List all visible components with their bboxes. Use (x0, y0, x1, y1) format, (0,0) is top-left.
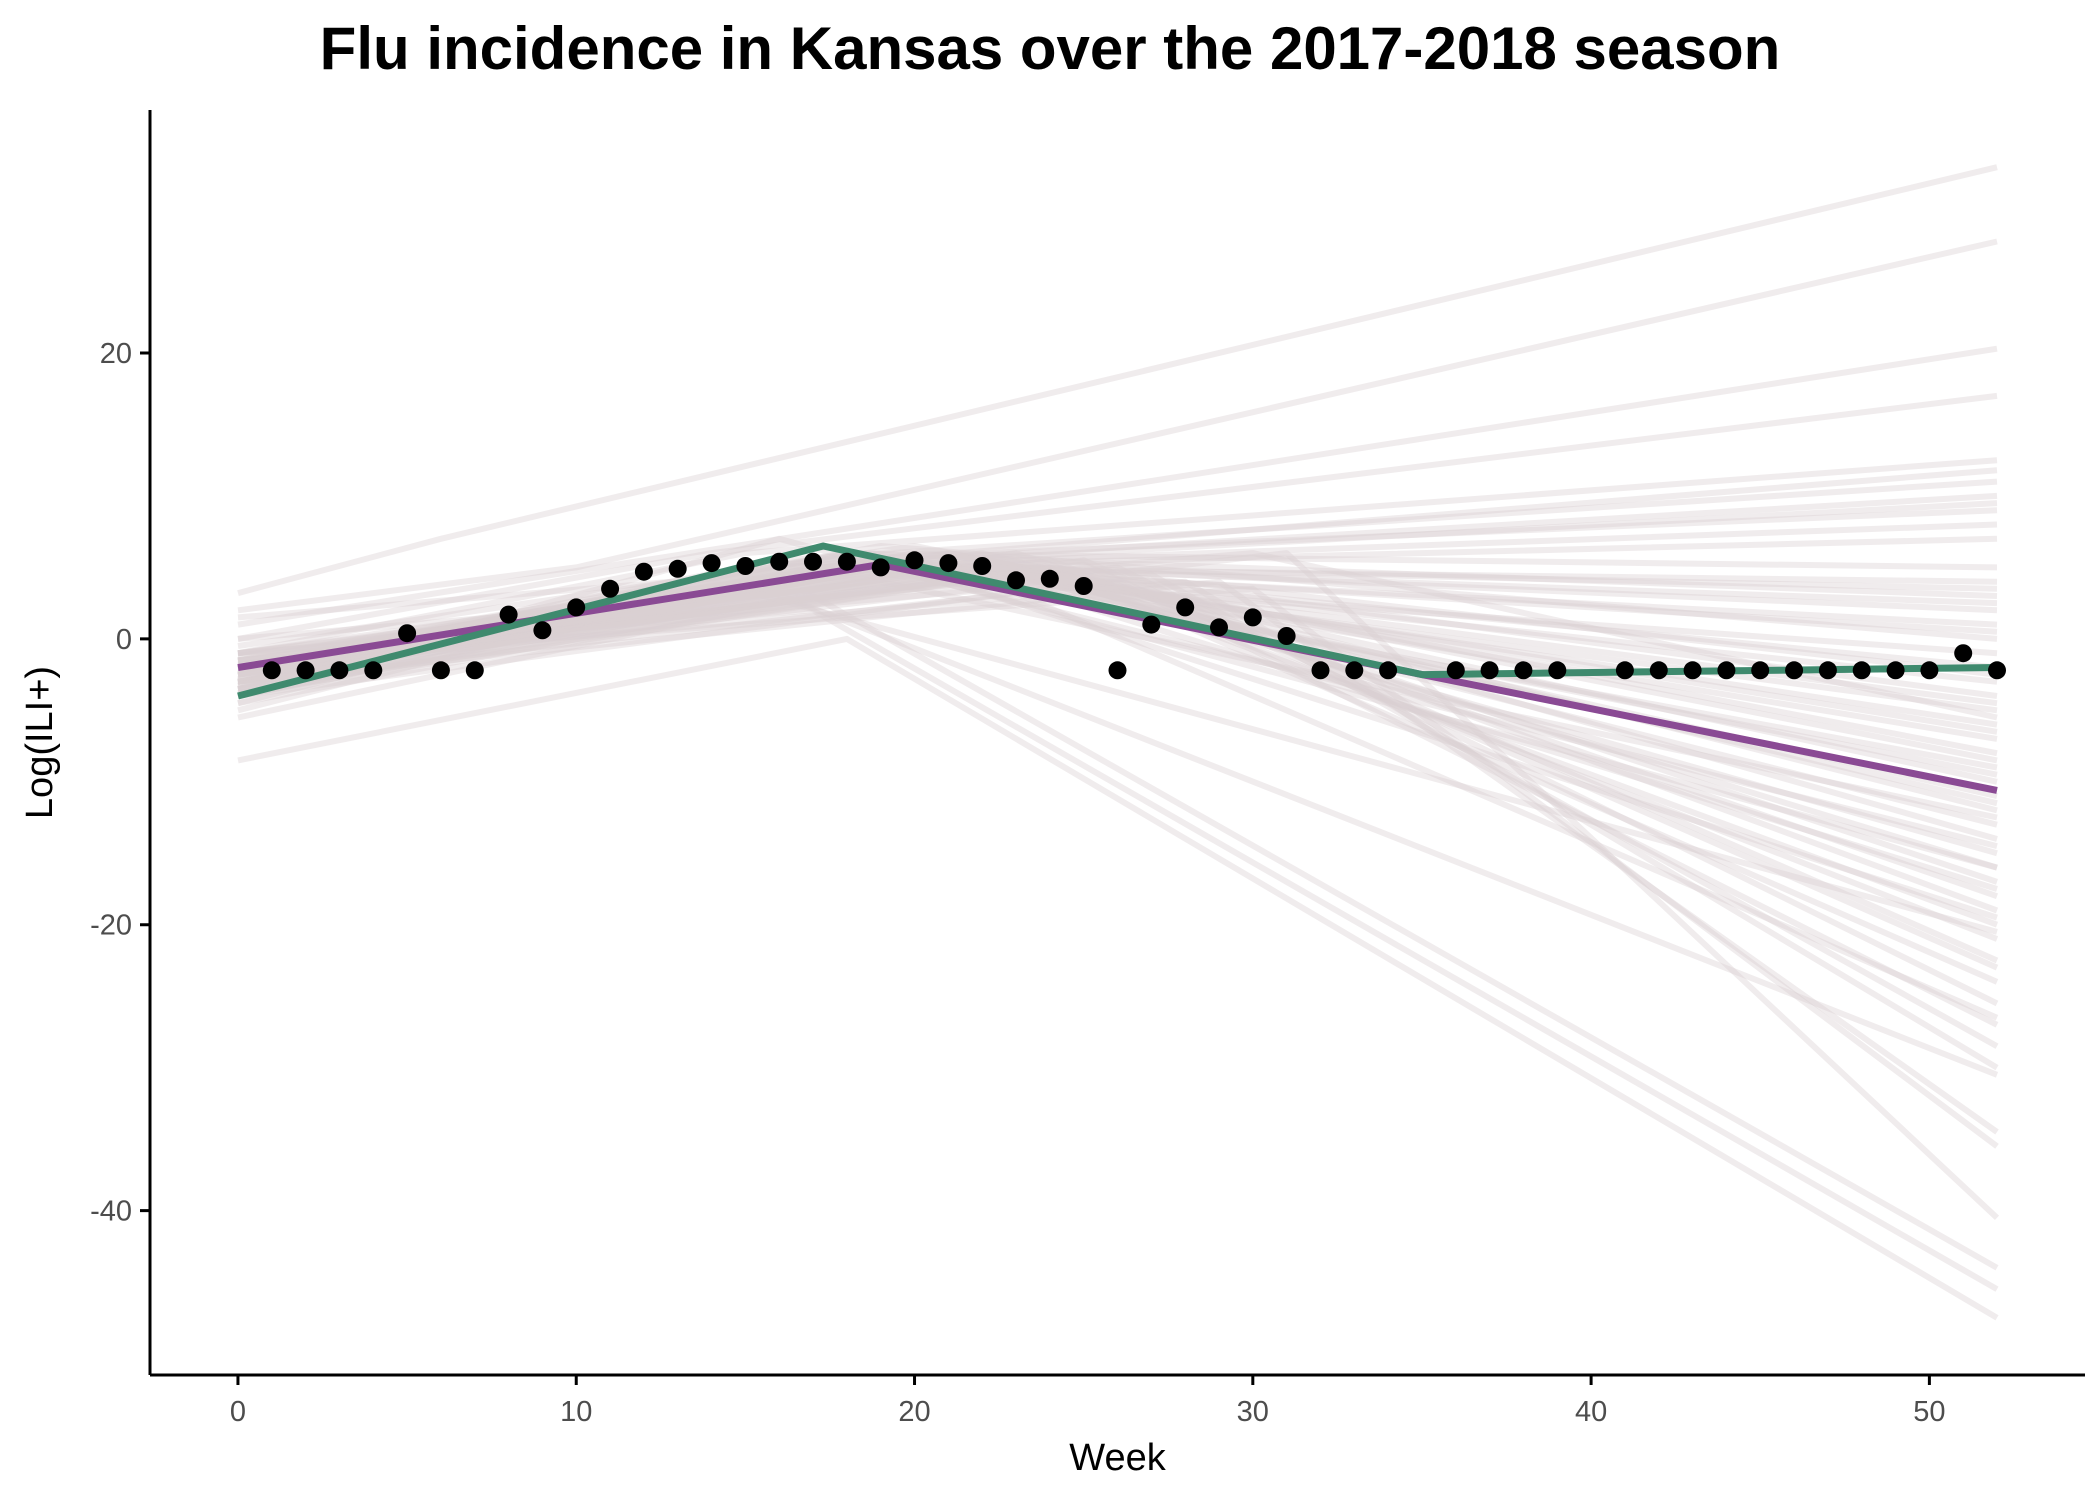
observed-point (973, 557, 992, 575)
observed-point (364, 661, 383, 680)
sample-lines (237, 164, 2000, 1321)
observed-point (1311, 661, 1330, 680)
sample-line-4 (237, 457, 1998, 657)
observed-point (499, 605, 518, 624)
sample-line-38 (237, 564, 1999, 1007)
observed-point (330, 661, 349, 680)
observed-point (1920, 661, 1939, 680)
x-axis-title: Week (1069, 1437, 1166, 1479)
sample-line-14 (237, 543, 1998, 671)
observed-point (1040, 569, 1059, 588)
sample-line-54 (237, 543, 1998, 764)
observed-point (871, 558, 890, 577)
sample-line-46 (237, 635, 1999, 1321)
observed-point (1649, 661, 1668, 680)
observed-points (262, 551, 2006, 680)
sample-line-22 (237, 550, 1998, 757)
sample-line-32 (237, 564, 1998, 900)
observed-point (1785, 661, 1804, 680)
observed-point (601, 579, 620, 598)
observed-point (1514, 661, 1533, 680)
observed-point (905, 551, 924, 570)
observed-point (634, 562, 653, 581)
sample-line-47 (237, 593, 1999, 1271)
observed-point (1142, 615, 1161, 634)
sample-line-33 (237, 557, 1999, 914)
sample-line-41 (237, 578, 1999, 1071)
observed-point (770, 552, 789, 571)
observed-point (1379, 661, 1398, 680)
observed-point (465, 661, 484, 680)
sample-line-44 (237, 550, 2000, 1220)
sample-line-42 (237, 578, 1999, 1135)
sample-line-1 (237, 238, 1998, 614)
observed-point (1108, 661, 1127, 680)
observed-point (804, 552, 822, 571)
observed-point (1277, 627, 1296, 645)
observed-point (1988, 661, 2006, 680)
sample-line-28 (237, 557, 1998, 842)
ticks: 0 10 20 30 40 50 -40 -20 0 20 (90, 338, 1945, 1428)
y-axis-title: Log(ILI+) (19, 666, 61, 819)
sample-line-40 (237, 571, 1999, 1049)
observed-point (1683, 661, 1702, 680)
axes (148, 110, 2085, 1377)
observed-point (1615, 661, 1634, 680)
observed-point (262, 661, 281, 680)
sample-line-31 (237, 550, 1998, 885)
x-tick-label: 40 (1575, 1396, 1607, 1428)
fit-line-green (237, 542, 1998, 700)
observed-point (1446, 661, 1465, 680)
observed-point (736, 557, 755, 575)
observed-point (668, 559, 687, 578)
observed-point (567, 598, 586, 617)
y-tick-label: -20 (90, 910, 132, 942)
sample-line-48 (237, 578, 1999, 1078)
sample-line-53 (237, 578, 1998, 821)
observed-point (1480, 661, 1499, 680)
observed-point (1210, 618, 1228, 637)
sample-line-36 (237, 557, 1999, 964)
observed-point (431, 661, 450, 680)
observed-point (1345, 661, 1364, 680)
chart-title: Flu incidence in Kansas over the 2017-20… (319, 15, 1781, 82)
observed-point (533, 621, 552, 640)
sample-line-2 (237, 345, 1998, 628)
observed-point (296, 661, 315, 680)
observed-point (1886, 661, 1905, 680)
observed-point (1548, 661, 1567, 680)
observed-point (1243, 608, 1262, 627)
x-tick-label: 0 (230, 1396, 246, 1428)
observed-point (398, 624, 417, 643)
sample-line-49 (237, 578, 1998, 935)
observed-point (1954, 644, 1973, 663)
x-tick-label: 10 (560, 1396, 592, 1428)
sample-line-30 (237, 564, 1998, 871)
observed-point (1852, 661, 1871, 680)
observed-point (702, 554, 721, 573)
observed-point (1717, 661, 1736, 680)
sample-line-58 (237, 561, 1999, 971)
x-tick-label: 30 (1237, 1396, 1269, 1428)
observed-point (1007, 571, 1025, 590)
sample-line-35 (237, 564, 1999, 942)
observed-point (837, 552, 856, 571)
x-tick-label: 20 (898, 1396, 930, 1428)
sample-line-0 (237, 164, 1998, 596)
observed-point (1074, 577, 1093, 595)
y-tick-label: -40 (90, 1196, 132, 1228)
sample-line-3 (237, 392, 1998, 642)
x-tick-label: 50 (1913, 1396, 1945, 1428)
y-tick-label: 20 (100, 338, 132, 370)
sample-line-39 (237, 578, 1999, 1028)
observed-point (1751, 661, 1770, 680)
y-tick-label: 0 (116, 624, 132, 656)
sample-line-43 (237, 585, 1999, 1149)
observed-point (1176, 598, 1195, 617)
observed-point (939, 554, 958, 573)
observed-point (1818, 661, 1837, 680)
